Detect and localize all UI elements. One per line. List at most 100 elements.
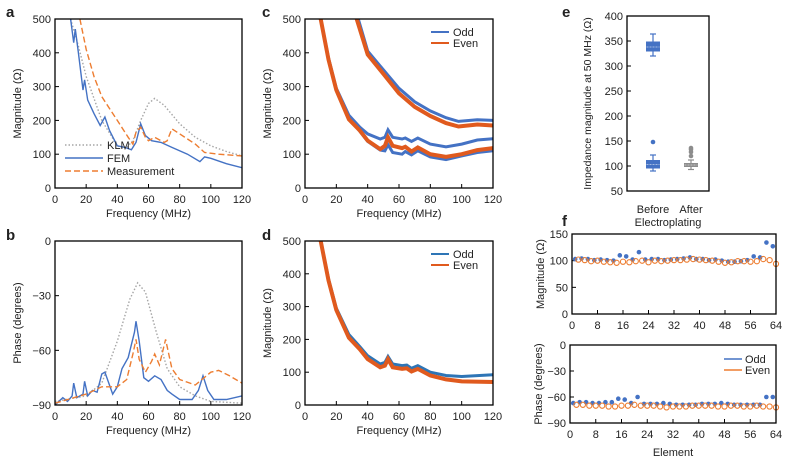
- x-axis-label: Frequency (MHz): [106, 208, 191, 220]
- x-tick-label: 120: [484, 411, 502, 423]
- legend-label-odd: Odd: [453, 249, 474, 261]
- panel-label-e: e: [562, 4, 570, 21]
- x-tick-label: 120: [484, 194, 502, 206]
- x-axis-label: Frequency (MHz): [106, 425, 191, 437]
- x-tick-label: 40: [362, 194, 374, 206]
- x-tick-label: 100: [452, 411, 470, 423]
- y-tick-label: 300: [33, 82, 51, 94]
- point-even: [618, 402, 625, 409]
- y-tick-label: 0: [295, 183, 301, 195]
- point-even: [575, 256, 582, 263]
- point-even: [759, 403, 767, 410]
- chart-f-top: 0 50 100 150 0 8 16 24 32 40 48 56 64 Magnitude (Ω): [535, 229, 782, 332]
- plot-frame: [54, 18, 243, 189]
- x-tick-label: 100: [452, 194, 470, 206]
- x-tick-label: 40: [111, 194, 123, 206]
- point-even: [714, 403, 722, 410]
- y-tick-label: 400: [605, 11, 623, 23]
- x-axis-label: Element: [653, 447, 693, 459]
- point-even: [740, 258, 748, 265]
- y-tick-label: 150: [550, 229, 568, 241]
- x-tick-label: 0: [569, 320, 575, 332]
- point-odd: [609, 399, 615, 405]
- point-odd: [617, 253, 623, 258]
- point-even: [573, 401, 580, 408]
- point-even: [651, 257, 659, 264]
- y-tick-label: −60: [547, 392, 566, 404]
- point-even: [669, 403, 677, 410]
- x-axis-label: Electroplating: [635, 217, 702, 229]
- category-label: After: [679, 204, 703, 216]
- y-tick-label: 200: [283, 334, 301, 346]
- x-tick-label: 120: [233, 411, 251, 423]
- series-line-fem: [69, 19, 242, 169]
- point-even: [676, 403, 683, 410]
- legend-label-even: Even: [745, 365, 770, 377]
- point-odd: [764, 240, 769, 245]
- point-even: [605, 403, 612, 410]
- point-even: [689, 402, 696, 409]
- point-even: [638, 257, 646, 264]
- plot-frame: [626, 15, 710, 192]
- point-even: [734, 258, 741, 265]
- series-line-even: [318, 241, 493, 384]
- y-axis-label: Phase (degrees): [12, 282, 24, 363]
- point-even: [766, 403, 773, 410]
- x-tick-label: 40: [693, 320, 705, 332]
- y-axis-label: Magnitude (Ω): [535, 239, 547, 309]
- y-tick-label: 100: [283, 367, 301, 379]
- x-tick-label: 24: [642, 320, 654, 332]
- point-even: [579, 401, 587, 408]
- x-tick-label: 32: [668, 320, 680, 332]
- legend-label-odd: Odd: [453, 27, 474, 39]
- plot-frame: [569, 344, 777, 424]
- point-even: [682, 403, 690, 410]
- point-odd: [636, 249, 642, 255]
- panel-label-c: c: [262, 4, 270, 21]
- y-tick-label: 0: [45, 236, 51, 248]
- x-tick-label: 32: [667, 429, 679, 441]
- y-tick-label: 350: [605, 36, 623, 48]
- panel-label-a: a: [6, 4, 15, 21]
- chart-a: 0 100 200 300 400 500 0 20 40 60 80 100 120 Frequency…: [12, 14, 251, 220]
- x-tick-label: 80: [424, 194, 436, 206]
- chart-c: 0 100 200 300 400 500 0 20 40 60 80 100 120 Frequency…: [262, 14, 502, 220]
- plot-frame: [304, 240, 494, 406]
- x-tick-label: 20: [80, 194, 92, 206]
- point-even: [747, 403, 754, 410]
- series-line-measurement: [79, 19, 242, 157]
- point-odd: [615, 396, 621, 402]
- chart-d: 0 100 200 300 400 500 0 20 40 60 80 100 120 Frequency…: [262, 236, 502, 437]
- x-tick-label: 60: [393, 411, 405, 423]
- point-odd: [623, 254, 629, 259]
- point-even: [587, 258, 595, 265]
- x-tick-label: 60: [142, 411, 154, 423]
- y-tick-label: −90: [32, 400, 51, 412]
- box-outlier: [688, 145, 694, 151]
- point-even: [637, 402, 644, 409]
- x-tick-label: 48: [718, 429, 730, 441]
- y-axis-label: Impedance magnitude at 50 MHz (Ω): [582, 17, 594, 189]
- legend-label-odd: Odd: [745, 354, 766, 366]
- point-even: [613, 259, 620, 266]
- x-tick-label: 100: [202, 411, 220, 423]
- x-tick-label: 120: [233, 194, 251, 206]
- y-axis-label: Magnitude (Ω): [262, 288, 274, 358]
- x-tick-label: 80: [174, 411, 186, 423]
- point-even: [632, 258, 639, 265]
- y-tick-label: 250: [605, 86, 623, 98]
- point-even: [760, 255, 767, 263]
- panel-label-b: b: [6, 227, 15, 244]
- series-line-0: [55, 281, 242, 404]
- x-tick-label: 16: [615, 429, 627, 441]
- legend-label: FEM: [107, 153, 130, 165]
- point-even: [753, 402, 760, 409]
- x-tick-label: 0: [302, 411, 308, 423]
- x-tick-label: 20: [330, 194, 342, 206]
- point-even: [728, 259, 735, 266]
- y-tick-label: 0: [295, 400, 301, 412]
- x-tick-label: 40: [693, 429, 705, 441]
- point-even: [740, 403, 747, 410]
- legend-label-even: Even: [453, 38, 478, 50]
- x-tick-label: 64: [770, 320, 782, 332]
